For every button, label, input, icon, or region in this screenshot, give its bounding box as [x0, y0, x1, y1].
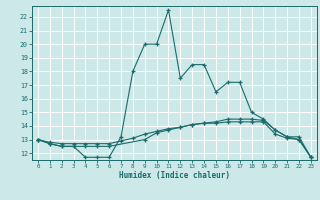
X-axis label: Humidex (Indice chaleur): Humidex (Indice chaleur) — [119, 171, 230, 180]
